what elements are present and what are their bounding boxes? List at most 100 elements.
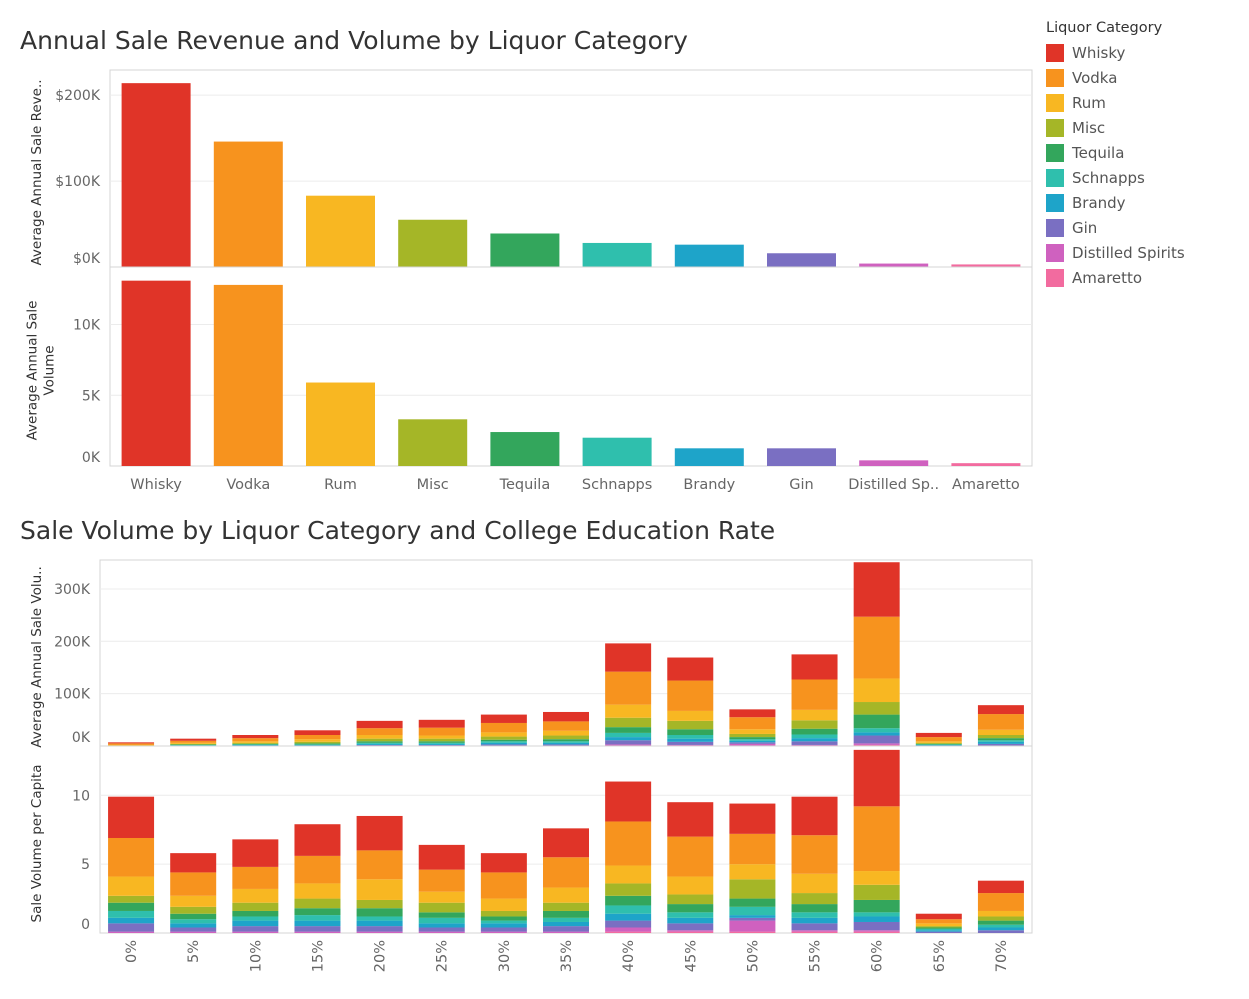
y-axis-label: Average Annual SaleVolume <box>25 301 58 441</box>
stacked-bar-segment <box>605 717 652 728</box>
bar <box>951 463 1021 466</box>
bar <box>859 460 929 466</box>
legend-swatch <box>1046 143 1064 162</box>
stacked-bar-segment <box>667 720 714 730</box>
stacked-bar-segment <box>356 899 403 909</box>
stacked-bar-segment <box>356 931 403 933</box>
bar <box>398 419 468 466</box>
stacked-bar-segment <box>543 917 589 922</box>
stacked-bar-segment <box>170 906 217 914</box>
bar <box>674 448 744 466</box>
stacked-bar-segment <box>729 879 776 899</box>
stacked-bar-segment <box>480 722 527 733</box>
stacked-bar-segment <box>853 732 900 736</box>
legend-title: Liquor Category <box>1046 20 1163 36</box>
legend-item[interactable]: Gin <box>1046 215 1185 240</box>
stacked-bar-segment <box>605 931 652 933</box>
legend-swatch <box>1046 68 1064 87</box>
stacked-bar-segment <box>977 735 1024 739</box>
y-tick-label: $200K <box>55 88 101 104</box>
stacked-bar-segment <box>108 931 155 933</box>
legend-item[interactable]: Schnapps <box>1046 165 1185 190</box>
legend-item[interactable]: Misc <box>1046 115 1185 140</box>
stacked-bar-segment <box>543 742 589 745</box>
stacked-bar-segment <box>356 815 403 851</box>
stacked-bar-segment <box>977 741 1024 744</box>
stacked-bar-segment <box>977 714 1024 730</box>
stacked-bar-segment <box>418 912 465 918</box>
stacked-bar-segment <box>605 821 652 866</box>
stacked-bar-segment <box>356 738 403 742</box>
stacked-bar-segment <box>667 710 714 721</box>
x-tick-label: Brandy <box>683 477 735 493</box>
stacked-bar-segment <box>170 895 217 907</box>
stacked-bar-segment <box>294 926 341 932</box>
stacked-bar-segment <box>605 895 652 906</box>
stacked-bar-segment <box>791 931 838 933</box>
stacked-bar-segment <box>915 919 962 924</box>
stacked-bar-segment <box>791 744 838 746</box>
x-tick-label: Vodka <box>226 477 270 493</box>
stacked-bar-segment <box>294 741 341 744</box>
stacked-bar-segment <box>729 729 776 734</box>
chart1-title: Annual Sale Revenue and Volume by Liquor… <box>20 26 688 55</box>
stacked-bar-segment <box>667 894 714 905</box>
legend: Liquor Category Whisky Vodka Rum Misc Tequil… <box>1046 20 1185 290</box>
stacked-bar-segment <box>667 729 714 736</box>
stacked-bar-segment <box>853 743 900 745</box>
legend-label: Distilled Spirits <box>1072 243 1185 262</box>
x-tick-label: Whisky <box>130 477 182 493</box>
stacked-bar-segment <box>356 916 403 921</box>
y-tick-label: $0K <box>73 251 101 267</box>
stacked-bar-segment <box>418 741 465 743</box>
stacked-bar-segment <box>729 743 776 746</box>
stacked-bar-segment <box>915 737 962 742</box>
stacked-bar-segment <box>853 735 900 744</box>
stacked-bar-segment <box>108 796 155 838</box>
legend-label: Misc <box>1072 118 1106 137</box>
x-tick-label: Distilled Sp.. <box>848 477 939 493</box>
stacked-bar-segment <box>605 737 652 741</box>
stacked-bar-segment <box>667 836 714 877</box>
legend-item[interactable]: Distilled Spirits <box>1046 240 1185 265</box>
chart2-title: Sale Volume by Liquor Category and Colle… <box>20 516 776 545</box>
stacked-bar-segment <box>480 927 527 932</box>
y-tick-label: 10 <box>72 788 90 804</box>
legend-item[interactable]: Brandy <box>1046 190 1185 215</box>
x-tick-label: 10% <box>248 940 264 972</box>
stacked-bar-segment <box>853 749 900 807</box>
legend-item[interactable]: Whisky <box>1046 40 1185 65</box>
legend-item[interactable]: Vodka <box>1046 65 1185 90</box>
stacked-bar-segment <box>729 733 776 738</box>
stacked-bar-segment <box>294 744 341 746</box>
bar <box>213 284 283 466</box>
stacked-bar-segment <box>170 853 217 873</box>
y-tick-label: $100K <box>55 174 101 190</box>
stacked-bar-segment <box>667 930 714 932</box>
legend-item[interactable]: Tequila <box>1046 140 1185 165</box>
stacked-bar-segment <box>294 739 341 742</box>
legend-item[interactable]: Amaretto <box>1046 265 1185 290</box>
bar <box>767 448 836 466</box>
bar <box>674 244 744 267</box>
legend-item[interactable]: Rum <box>1046 90 1185 115</box>
stacked-bar-segment <box>729 833 776 865</box>
stacked-bar-segment <box>667 741 714 745</box>
stacked-bar-segment <box>170 919 217 924</box>
stacked-bar-segment <box>605 927 652 932</box>
stacked-bar-segment <box>480 736 527 740</box>
stacked-bar-segment <box>791 923 838 931</box>
stacked-bar-segment <box>853 930 900 932</box>
stacked-bar-segment <box>791 904 838 913</box>
legend-swatch <box>1046 243 1064 262</box>
y-axis-label: Average Annual Sale Reve.. <box>29 79 45 265</box>
stacked-bar-segment <box>356 742 403 744</box>
y-tick-label: 0K <box>82 450 101 466</box>
stacked-bar-segment <box>853 912 900 917</box>
x-tick-label: 45% <box>683 940 699 972</box>
stacked-bar-segment <box>232 741 279 743</box>
stacked-bar-segment <box>356 741 403 743</box>
stacked-bar-segment <box>170 923 217 928</box>
stacked-bar-segment <box>543 921 589 927</box>
